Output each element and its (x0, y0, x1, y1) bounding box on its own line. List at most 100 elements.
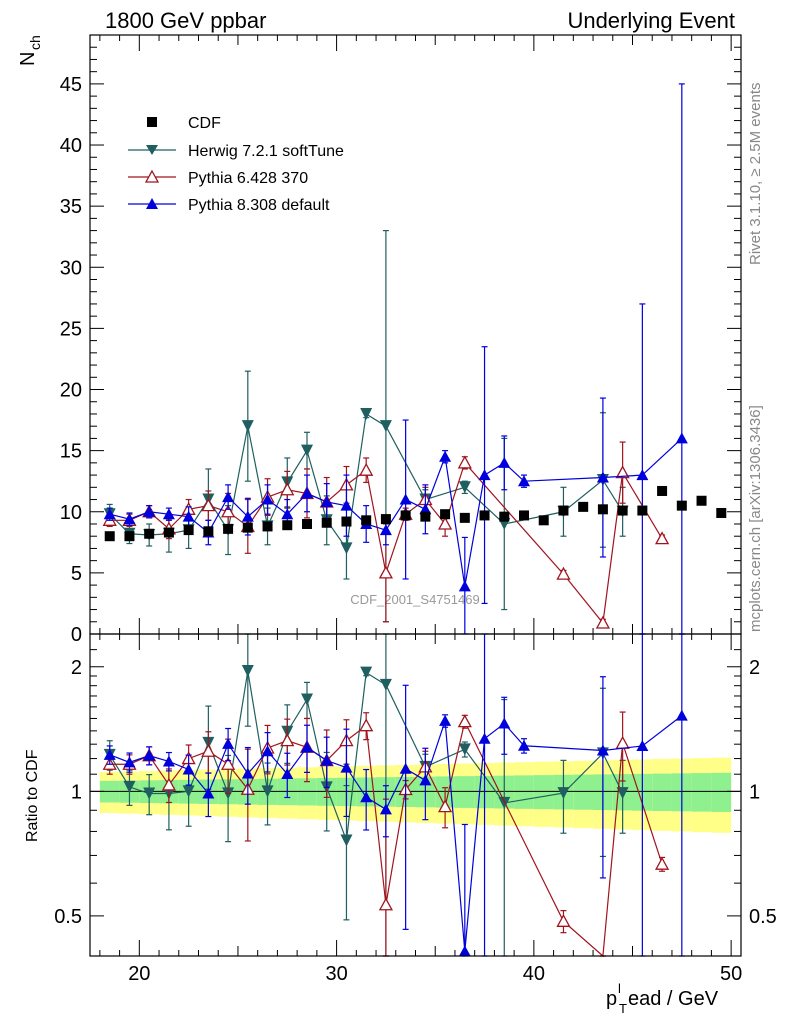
p8-point (182, 510, 195, 522)
y-tick-label-ratio: 2 (71, 657, 82, 679)
p8-ratio-point (360, 791, 373, 803)
header-right: Underlying Event (567, 8, 735, 33)
y-tick-label-main: 25 (60, 318, 82, 340)
herwig-point (340, 542, 353, 555)
p8-ratio-point (241, 767, 254, 779)
legend-label-p6: Pythia 6.428 370 (188, 170, 308, 187)
cdf-point (676, 500, 687, 511)
p8-point (162, 508, 175, 520)
p6-point (378, 565, 394, 579)
legend-label-cdf: CDF (188, 115, 221, 132)
cdf-point (558, 505, 569, 516)
p8-point (419, 503, 432, 515)
y-tick-label-main: 45 (60, 74, 82, 96)
cdf-point (124, 531, 135, 542)
cdf-point (282, 520, 293, 531)
ratio-uncertainty-bands (99, 757, 732, 833)
p8-point (123, 513, 136, 525)
cdf-point (321, 517, 332, 528)
p8-point (301, 487, 313, 499)
cdf-point (657, 485, 668, 496)
herwig-ratio-point (182, 785, 195, 798)
herwig-ratio-point (261, 785, 274, 798)
p6-point (654, 531, 670, 545)
herwig-ratio-point (241, 664, 254, 677)
p6-point (595, 615, 611, 629)
p8-ratio-point (143, 749, 156, 761)
p6-ratio-point (378, 897, 394, 911)
cdf-point (262, 521, 273, 532)
p8-ratio-point (478, 732, 491, 744)
p8-ratio-point (518, 739, 530, 751)
p8-ratio-point (439, 714, 452, 726)
mcplots-label: mcplots.cern.ch [arXiv:1306.3436] (747, 405, 764, 632)
p8-point (261, 493, 274, 505)
y-tick-label-ratio: 0.5 (54, 906, 82, 928)
p8-ratio-point (301, 741, 313, 753)
y-tick-label-main: 10 (60, 502, 82, 524)
herwig-ratio-point (458, 743, 471, 756)
cdf-point (183, 525, 194, 536)
p6-point (457, 455, 472, 469)
x-label-sub: T (619, 1001, 627, 1016)
cdf-point (361, 515, 372, 526)
herwig-ratio-point (379, 678, 392, 691)
p8-point (596, 471, 609, 483)
watermark: CDF_2001_S4751469 (350, 592, 479, 607)
y-tick-label-main: 20 (60, 380, 82, 402)
cdf-point (242, 522, 253, 533)
p6-ratio-point (359, 718, 374, 732)
legend-marker-herwig (146, 145, 158, 155)
x-axis-label: p T l ead / GeV (606, 981, 719, 1016)
ratio-band-inner (573, 774, 594, 810)
p8-point (478, 469, 491, 481)
y-tick-label-ratio-right: 1 (749, 781, 760, 803)
p6-point (220, 504, 236, 518)
main-plot-series (102, 83, 727, 635)
p8-line-ratio (109, 715, 683, 952)
p8-point (222, 491, 235, 503)
ratio-band-inner (533, 775, 554, 810)
legend: CDF Herwig 7.2.1 softTune Pythia 6.428 3… (128, 115, 344, 214)
legend-marker-p6 (144, 169, 160, 183)
p6-ratio-point (556, 913, 571, 927)
herwig-point (301, 444, 313, 457)
p8-line-main (109, 437, 683, 587)
cdf-point (538, 515, 549, 526)
y-axis-label-ratio: Ratio to CDF (24, 749, 41, 842)
p6-ratio-point (220, 756, 236, 770)
p8-ratio-point (281, 768, 294, 780)
herwig-ratio-point (557, 787, 570, 800)
ratio-band-inner (652, 773, 672, 812)
legend-marker-p8 (146, 198, 158, 209)
p8-point (379, 524, 392, 536)
p8-ratio-point (103, 748, 116, 760)
p6-point (359, 462, 374, 476)
herwig-point (458, 481, 471, 494)
x-label-p: p (606, 988, 617, 1010)
legend-label-herwig: Herwig 7.2.1 softTune (188, 143, 344, 160)
p8-point (320, 495, 333, 507)
y-tick-label-main: 0 (71, 624, 82, 646)
p8-point (103, 508, 116, 520)
cdf-point (519, 510, 529, 521)
y-tick-label-ratio-right: 0.5 (749, 906, 777, 928)
p6-ratio-point (615, 735, 630, 749)
p6-ratio-point (280, 733, 295, 747)
p6-ratio-point (161, 777, 177, 791)
cdf-point (479, 510, 490, 521)
header-left: 1800 GeV ppbar (105, 8, 266, 33)
cdf-point (696, 495, 707, 506)
p8-point (518, 475, 530, 487)
y-label-main-text: N (17, 52, 39, 66)
p8-ratio-point (123, 756, 136, 768)
cdf-point (104, 531, 115, 542)
p6-ratio-point (201, 743, 216, 757)
p8-ratio-point (222, 737, 235, 749)
p6-point (556, 566, 571, 580)
p8-point (143, 505, 156, 517)
x-label-sup: l (618, 981, 621, 996)
p8-point (458, 580, 471, 592)
herwig-ratio-point (340, 834, 353, 847)
